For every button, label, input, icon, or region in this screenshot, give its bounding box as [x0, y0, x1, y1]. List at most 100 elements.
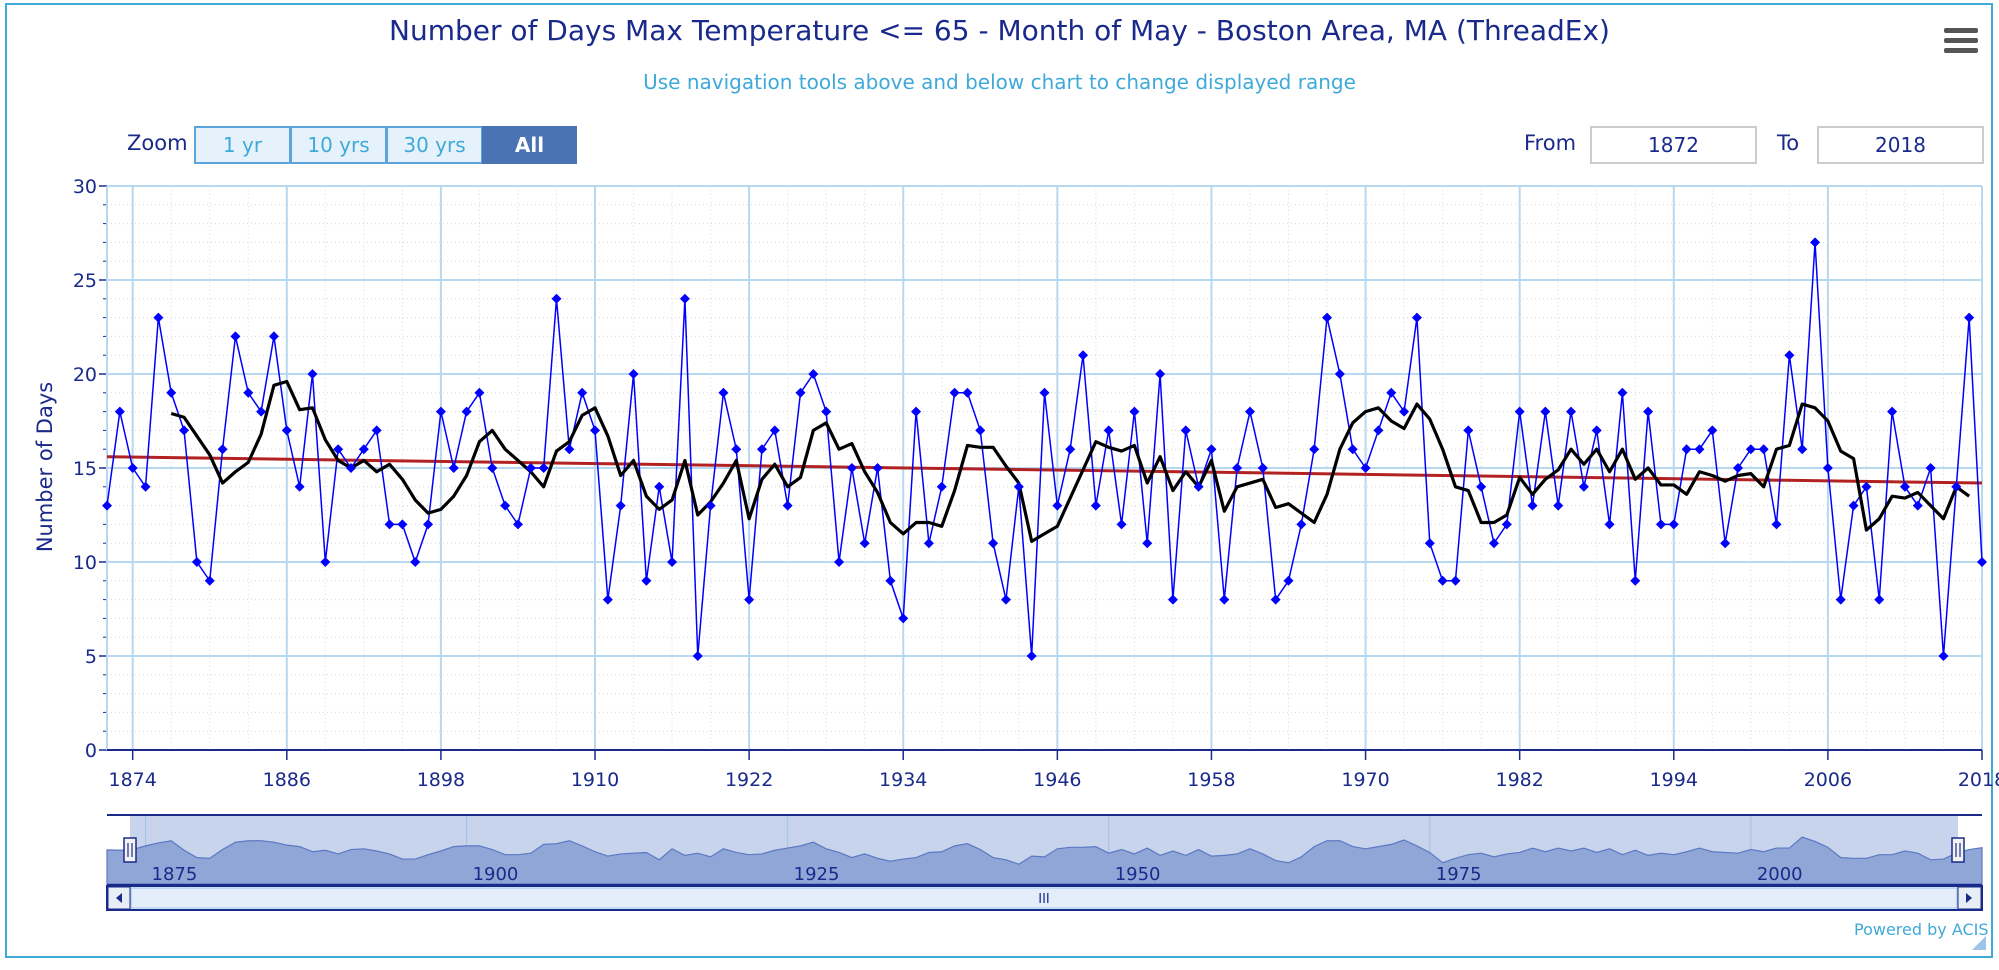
data-point-1971 [1373, 425, 1384, 436]
data-point-2013 [1912, 500, 1923, 511]
to-input[interactable] [1817, 126, 1984, 164]
data-point-1880 [204, 575, 215, 586]
x-tick-label: 2006 [1804, 769, 1852, 791]
data-point-1895 [397, 519, 408, 530]
data-point-1970 [1360, 463, 1371, 473]
scrollbar-thumb[interactable] [130, 887, 1958, 909]
data-point-2015 [1938, 651, 1949, 661]
data-point-2001 [1758, 444, 1769, 455]
data-point-1937 [936, 481, 947, 492]
data-point-1876 [153, 312, 164, 323]
data-point-2005 [1810, 237, 1821, 248]
data-point-1898 [435, 406, 446, 417]
data-point-1996 [1694, 444, 1705, 455]
data-point-1990 [1617, 387, 1628, 398]
zoom-all-button[interactable]: All [482, 126, 577, 164]
running-mean-layer [170, 379, 1971, 543]
data-point-1891 [346, 463, 357, 473]
data-point-1959 [1219, 594, 1230, 605]
from-input[interactable] [1590, 126, 1757, 164]
data-point-1932 [872, 463, 883, 473]
y-tick-label: 25 [73, 270, 97, 292]
data-point-1950 [1103, 425, 1114, 436]
data-point-2014 [1925, 463, 1936, 473]
hamburger-menu-icon[interactable] [1944, 28, 1978, 58]
navigator-series-area [106, 836, 1983, 885]
data-point-1977 [1450, 575, 1461, 586]
data-point-1908 [564, 444, 575, 455]
data-point-2018 [1977, 557, 1987, 567]
data-point-1884 [256, 406, 267, 417]
data-point-1973 [1399, 406, 1410, 417]
x-tick-label: 1886 [263, 769, 311, 791]
navigator-scrollbar[interactable]: III [106, 885, 1983, 911]
y-tick-label: 0 [85, 740, 97, 762]
scroll-right-arrow[interactable] [1957, 886, 1982, 910]
data-point-1994 [1668, 519, 1679, 530]
data-point-1991 [1630, 575, 1641, 586]
data-point-1901 [474, 387, 485, 398]
from-label: From [1524, 131, 1577, 155]
data-point-1923 [756, 444, 767, 455]
data-point-1967 [1322, 312, 1333, 323]
data-point-2008 [1848, 500, 1859, 511]
data-point-1873 [114, 406, 125, 417]
data-point-1935 [911, 406, 922, 417]
data-point-1934 [898, 613, 909, 624]
data-point-1882 [230, 331, 241, 342]
data-point-1965 [1296, 519, 1307, 530]
data-point-1899 [448, 463, 459, 473]
chart-title: Number of Days Max Temperature <= 65 - M… [389, 14, 1610, 47]
data-point-1962 [1257, 463, 1268, 473]
data-point-1916 [667, 557, 678, 567]
data-point-1875 [140, 481, 151, 492]
data-point-1896 [410, 557, 421, 567]
x-tick-label: 1922 [725, 769, 773, 791]
data-point-1943 [1013, 481, 1024, 492]
data-point-1886 [281, 425, 292, 436]
data-point-1872 [102, 500, 112, 511]
data-point-2017 [1964, 312, 1975, 323]
x-tick-label: 1946 [1033, 769, 1081, 791]
data-point-1961 [1244, 406, 1255, 417]
data-point-1914 [641, 575, 652, 586]
data-point-1945 [1039, 387, 1050, 398]
data-point-1915 [654, 481, 665, 492]
data-point-1985 [1553, 500, 1564, 511]
data-point-1978 [1463, 425, 1474, 436]
data-point-1892 [358, 444, 369, 455]
grid-lines [107, 185, 1983, 751]
scroll-left-arrow[interactable] [107, 886, 131, 910]
data-point-1948 [1078, 350, 1089, 361]
data-point-1974 [1411, 312, 1422, 323]
data-point-2002 [1771, 519, 1782, 530]
chart-frame [5, 3, 1993, 958]
navigator[interactable]: 1875 1900 1925 1950 1975 2000 [106, 814, 1983, 886]
data-point-1904 [512, 519, 523, 530]
data-point-1939 [962, 387, 973, 398]
data-point-1912 [615, 500, 626, 511]
chart-subtitle: Use navigation tools above and below cha… [643, 70, 1356, 94]
data-point-1929 [834, 557, 845, 567]
data-point-1998 [1720, 538, 1731, 549]
navigator-tick-label: 1875 [152, 864, 198, 885]
data-point-1936 [923, 538, 934, 549]
data-point-1883 [243, 387, 254, 398]
data-point-2004 [1797, 444, 1808, 455]
zoom-30yrs-button[interactable]: 30 yrs [386, 126, 483, 164]
y-tick-label: 15 [73, 458, 97, 480]
scrollbar-grip[interactable]: III [1038, 892, 1050, 907]
data-point-1894 [384, 519, 395, 530]
data-point-1910 [590, 425, 601, 436]
zoom-10yrs-button[interactable]: 10 yrs [290, 126, 387, 164]
zoom-1yr-button[interactable]: 1 yr [194, 126, 291, 164]
powered-by-acis-link[interactable]: Powered by ACIS [1854, 920, 1989, 939]
data-point-1926 [795, 387, 806, 398]
navigator-right-handle[interactable] [1951, 837, 1965, 863]
navigator-left-handle[interactable] [123, 837, 137, 863]
x-tick-label: 1970 [1341, 769, 1389, 791]
data-point-1982 [1514, 406, 1525, 417]
data-point-1969 [1347, 444, 1358, 455]
data-point-1972 [1386, 387, 1397, 398]
data-point-1944 [1026, 651, 1037, 661]
